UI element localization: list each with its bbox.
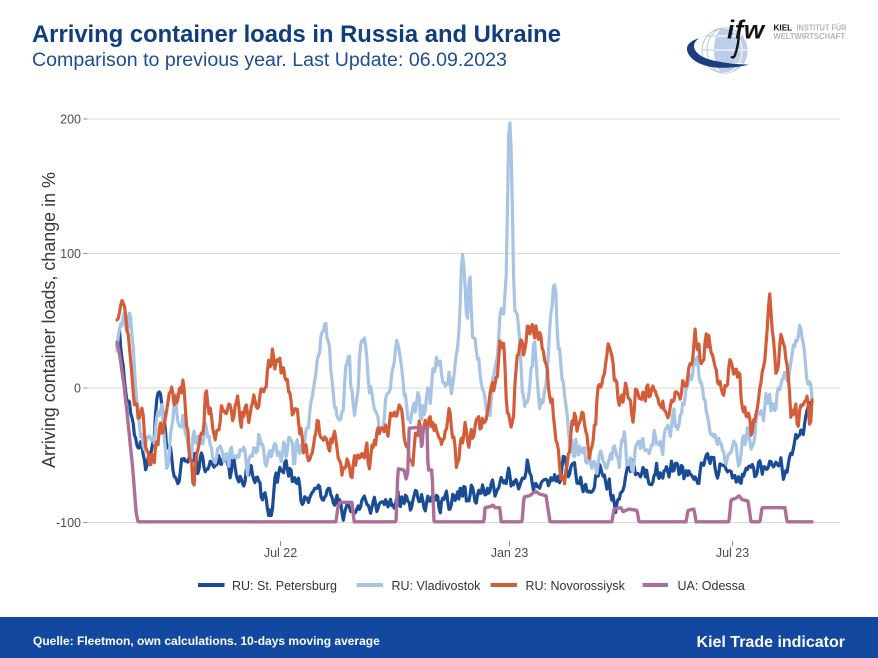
svg-text:-100: -100: [56, 516, 81, 530]
svg-text:RU: Novorossiysk: RU: Novorossiysk: [526, 579, 626, 593]
svg-text:WELTWIRTSCHAFT: WELTWIRTSCHAFT: [774, 32, 846, 41]
svg-text:Jul 22: Jul 22: [264, 546, 297, 560]
svg-text:ifw: ifw: [727, 15, 766, 45]
svg-text:RU: St. Petersburg: RU: St. Petersburg: [232, 579, 337, 593]
svg-text:Comparison to previous year. L: Comparison to previous year. Last Update…: [32, 49, 507, 71]
svg-text:0: 0: [74, 382, 81, 396]
svg-text:200: 200: [60, 113, 81, 127]
svg-text:Jan 23: Jan 23: [491, 546, 529, 560]
svg-text:Kiel Trade indicator: Kiel Trade indicator: [697, 634, 845, 651]
svg-text:Jul 23: Jul 23: [716, 546, 749, 560]
svg-text:RU: Vladivostok: RU: Vladivostok: [392, 579, 482, 593]
svg-text:Arriving container loads in Ru: Arriving container loads in Russia and U…: [32, 21, 561, 48]
svg-text:KIEL: KIEL: [774, 24, 793, 33]
svg-text:100: 100: [60, 247, 81, 261]
svg-text:INSTITUT FÜR: INSTITUT FÜR: [797, 23, 847, 33]
svg-text:Arriving container loads, chan: Arriving container loads, change in %: [39, 172, 59, 468]
svg-text:UA: Odessa: UA: Odessa: [678, 579, 745, 593]
svg-text:Quelle: Fleetmon, own calculat: Quelle: Fleetmon, own calculations. 10-d…: [33, 634, 380, 648]
